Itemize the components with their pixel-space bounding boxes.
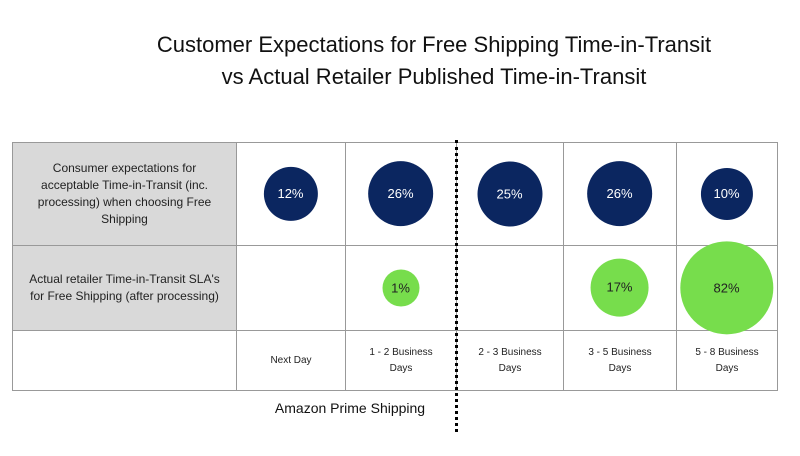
row-header: Actual retailer Time-in-Transit SLA's fo… xyxy=(12,245,237,331)
x-tick-label: Next Day xyxy=(236,330,346,391)
x-tick-label: 2 - 3 Business Days xyxy=(456,330,564,391)
chart-title: Customer Expectations for Free Shipping … xyxy=(156,32,712,57)
divider-line xyxy=(455,140,458,432)
cell xyxy=(236,245,346,331)
x-tick-label: 5 - 8 Business Days xyxy=(676,330,778,391)
bubble: 25% xyxy=(477,161,542,226)
cell xyxy=(12,330,237,391)
x-tick-label: 1 - 2 Business Days xyxy=(345,330,457,391)
bubble: 12% xyxy=(263,166,318,221)
chart-title: vs Actual Retailer Published Time-in-Tra… xyxy=(221,64,647,89)
cell xyxy=(456,245,564,331)
bubble: 10% xyxy=(700,167,753,220)
bubble: 1% xyxy=(382,269,419,306)
bubble: 82% xyxy=(679,240,774,335)
row-header: Consumer expectations for acceptable Tim… xyxy=(12,142,237,246)
x-tick-label: 3 - 5 Business Days xyxy=(563,330,677,391)
annotation: Amazon Prime Shipping xyxy=(274,400,426,416)
bubble: 26% xyxy=(367,160,434,227)
bubble: 17% xyxy=(590,258,649,317)
bubble: 26% xyxy=(586,160,653,227)
